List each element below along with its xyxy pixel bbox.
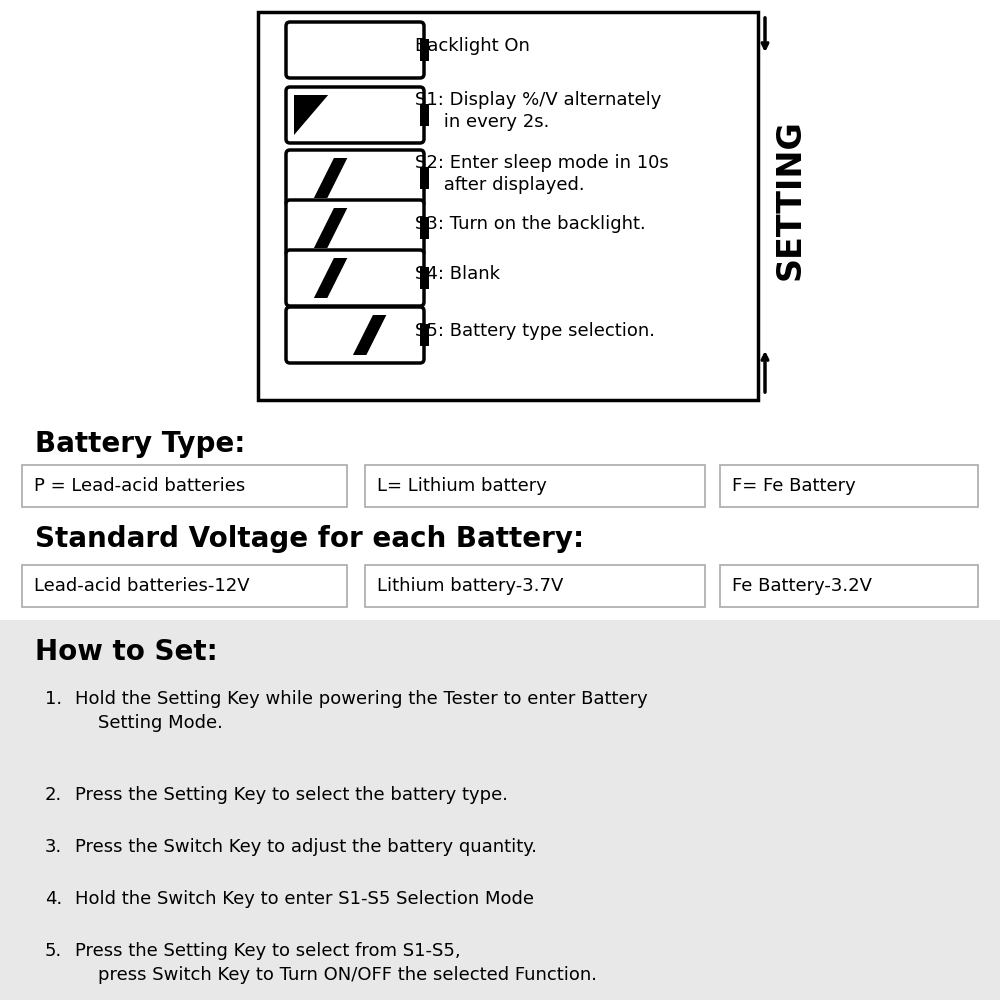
Bar: [365, 465, 705, 507]
Bar: [365, 565, 705, 607]
Text: 5.: 5.: [45, 942, 62, 960]
Text: S3: Turn on the backlight.: S3: Turn on the backlight.: [415, 215, 646, 233]
Bar: [720, 465, 978, 507]
Text: Lithium battery-3.7V: Lithium battery-3.7V: [377, 577, 563, 595]
Text: S1: Display %/V alternately
     in every 2s.: S1: Display %/V alternately in every 2s.: [415, 91, 661, 131]
Text: 3.: 3.: [45, 838, 62, 856]
Text: How to Set:: How to Set:: [35, 638, 218, 666]
Text: Hold the Switch Key to enter S1-S5 Selection Mode: Hold the Switch Key to enter S1-S5 Selec…: [75, 890, 534, 908]
Bar: [258, 12, 758, 400]
Bar: [420, 217, 429, 239]
Bar: [420, 39, 429, 61]
Bar: [22, 465, 347, 507]
Text: Standard Voltage for each Battery:: Standard Voltage for each Battery:: [35, 525, 584, 553]
Bar: [720, 565, 978, 607]
Text: Battery Type:: Battery Type:: [35, 430, 245, 458]
FancyBboxPatch shape: [286, 250, 424, 306]
FancyBboxPatch shape: [286, 22, 424, 78]
FancyBboxPatch shape: [286, 200, 424, 256]
Bar: [0, 620, 1000, 1000]
Bar: [22, 565, 347, 607]
Text: S4: Blank: S4: Blank: [415, 265, 500, 283]
Text: F= Fe Battery: F= Fe Battery: [732, 477, 856, 495]
Text: L= Lithium battery: L= Lithium battery: [377, 477, 547, 495]
Polygon shape: [314, 258, 347, 298]
Bar: [0, 400, 1000, 620]
FancyBboxPatch shape: [286, 87, 424, 143]
Text: Fe Battery-3.2V: Fe Battery-3.2V: [732, 577, 872, 595]
Bar: [420, 167, 429, 189]
FancyBboxPatch shape: [286, 307, 424, 363]
Polygon shape: [314, 158, 347, 198]
Text: Press the Switch Key to adjust the battery quantity.: Press the Switch Key to adjust the batte…: [75, 838, 537, 856]
Text: Press the Setting Key to select the battery type.: Press the Setting Key to select the batt…: [75, 786, 508, 804]
Polygon shape: [353, 315, 386, 355]
Text: S2: Enter sleep mode in 10s
     after displayed.: S2: Enter sleep mode in 10s after displa…: [415, 154, 669, 194]
Bar: [420, 324, 429, 346]
Bar: [420, 104, 429, 126]
Polygon shape: [314, 208, 347, 248]
Text: P = Lead-acid batteries: P = Lead-acid batteries: [34, 477, 245, 495]
Text: Hold the Setting Key while powering the Tester to enter Battery
    Setting Mode: Hold the Setting Key while powering the …: [75, 690, 648, 732]
Text: 2.: 2.: [45, 786, 62, 804]
Text: S5: Battery type selection.: S5: Battery type selection.: [415, 322, 655, 340]
FancyBboxPatch shape: [286, 150, 424, 206]
Text: Lead-acid batteries-12V: Lead-acid batteries-12V: [34, 577, 250, 595]
Text: SETTING: SETTING: [774, 120, 806, 280]
Text: Backlight On: Backlight On: [415, 37, 530, 55]
Text: 4.: 4.: [45, 890, 62, 908]
Bar: [420, 267, 429, 289]
Text: 1.: 1.: [45, 690, 62, 708]
Polygon shape: [294, 95, 328, 135]
Text: Press the Setting Key to select from S1-S5,
    press Switch Key to Turn ON/OFF : Press the Setting Key to select from S1-…: [75, 942, 597, 984]
